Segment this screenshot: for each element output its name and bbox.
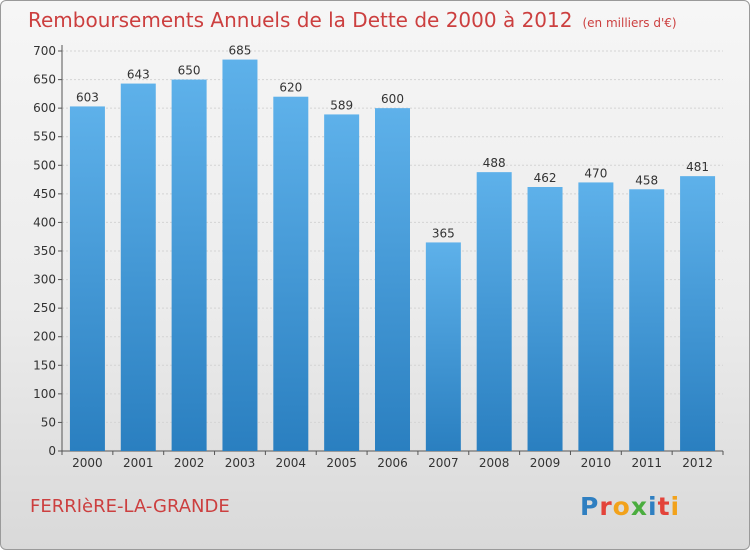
x-tick-label: 2011 — [631, 456, 662, 470]
data-label: 643 — [127, 68, 150, 82]
data-label: 620 — [279, 81, 302, 95]
chart-title: Remboursements Annuels de la Dette de 20… — [28, 8, 677, 32]
y-tick-label: 500 — [33, 158, 56, 172]
x-tick-label: 2009 — [530, 456, 561, 470]
data-label: 481 — [686, 160, 709, 174]
bar — [476, 172, 512, 451]
commune-name: FERRIèRE-LA-GRANDE — [30, 496, 230, 517]
bar — [629, 189, 665, 452]
bar — [527, 187, 563, 451]
title-unit: (en milliers d'€) — [582, 16, 677, 30]
x-tick-label: 2000 — [72, 456, 103, 470]
x-tick-label: 2010 — [581, 456, 612, 470]
x-tick-label: 2002 — [174, 456, 205, 470]
bar — [324, 114, 360, 451]
x-tick-label: 2008 — [479, 456, 510, 470]
y-tick-label: 100 — [33, 387, 56, 401]
logo-letter: i — [648, 492, 658, 521]
logo-letter: o — [612, 492, 631, 521]
logo-letter: r — [599, 492, 613, 521]
x-tick-label: 2004 — [276, 456, 307, 470]
bar — [578, 182, 614, 451]
data-label: 488 — [483, 156, 506, 170]
bar — [171, 79, 207, 452]
y-tick-label: 550 — [33, 130, 56, 144]
x-tick-label: 2007 — [428, 456, 459, 470]
bar — [425, 242, 461, 451]
y-tick-label: 600 — [33, 101, 56, 115]
y-tick-label: 400 — [33, 215, 56, 229]
y-tick-label: 0 — [48, 444, 56, 458]
logo-letter: i — [670, 492, 681, 521]
bar — [680, 176, 716, 451]
y-tick-label: 350 — [33, 244, 56, 258]
bar — [375, 108, 410, 452]
data-label: 470 — [584, 166, 607, 180]
data-label: 458 — [635, 173, 658, 187]
labels: 603 2000 643 2001 650 2002 685 2003 620 2004 589 20… — [72, 44, 713, 470]
proxiti-logo: Proxiti — [580, 492, 680, 521]
y-tick-label: 300 — [33, 273, 56, 287]
x-tick-label: 2005 — [326, 456, 357, 470]
data-label: 589 — [330, 98, 353, 112]
data-label: 685 — [229, 44, 252, 58]
bar — [120, 83, 156, 452]
y-tick-label: 200 — [33, 330, 56, 344]
y-tick-label: 150 — [33, 358, 56, 372]
logo-letter: x — [630, 492, 648, 521]
bar — [273, 96, 309, 451]
data-label: 650 — [178, 64, 201, 78]
logo-letter: P — [580, 492, 600, 521]
x-tick-label: 2006 — [377, 456, 408, 470]
data-label: 365 — [432, 226, 455, 240]
logo-letter: t — [657, 492, 671, 521]
data-label: 603 — [76, 90, 99, 104]
data-label: 462 — [534, 171, 557, 185]
x-tick-label: 2012 — [682, 456, 713, 470]
bar — [222, 59, 258, 451]
title-text: Remboursements Annuels de la Dette de 20… — [28, 8, 573, 32]
bars — [69, 59, 716, 452]
y-tick-label: 650 — [33, 73, 56, 87]
y-tick-label: 50 — [41, 415, 56, 429]
y-tick-label: 700 — [33, 44, 56, 58]
x-tick-label: 2001 — [123, 456, 154, 470]
x-tick-label: 2003 — [225, 456, 256, 470]
bar — [69, 106, 105, 451]
y-tick-label: 250 — [33, 301, 56, 315]
data-label: 600 — [381, 92, 404, 106]
y-tick-label: 450 — [33, 187, 56, 201]
